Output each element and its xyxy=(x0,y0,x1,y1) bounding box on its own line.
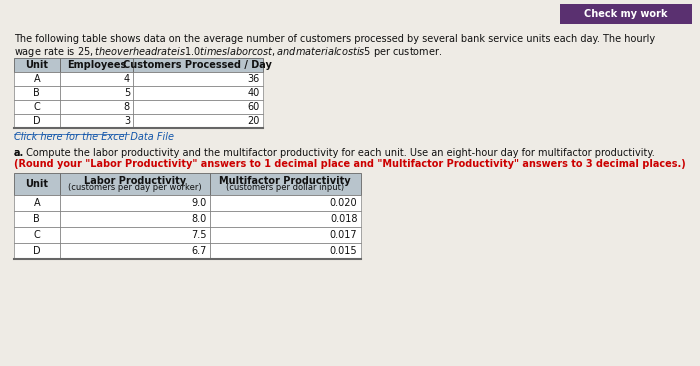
Text: Customers Processed / Day: Customers Processed / Day xyxy=(123,60,272,70)
Text: 3: 3 xyxy=(124,116,130,126)
FancyBboxPatch shape xyxy=(60,211,210,227)
Text: (Round your "Labor Productivity" answers to 1 decimal place and "Multifactor Pro: (Round your "Labor Productivity" answers… xyxy=(14,159,686,169)
Text: Employees: Employees xyxy=(66,60,126,70)
FancyBboxPatch shape xyxy=(133,86,262,100)
FancyBboxPatch shape xyxy=(210,243,360,259)
Text: The following table shows data on the average number of customers processed by s: The following table shows data on the av… xyxy=(14,34,655,44)
Text: 6.7: 6.7 xyxy=(192,246,207,256)
Text: 0.015: 0.015 xyxy=(330,246,358,256)
Text: 8.0: 8.0 xyxy=(192,214,207,224)
FancyBboxPatch shape xyxy=(60,72,133,86)
FancyBboxPatch shape xyxy=(133,114,262,128)
FancyBboxPatch shape xyxy=(133,72,262,86)
Text: B: B xyxy=(34,214,40,224)
FancyBboxPatch shape xyxy=(60,58,133,72)
FancyBboxPatch shape xyxy=(60,100,133,114)
Text: 5: 5 xyxy=(124,88,130,98)
FancyBboxPatch shape xyxy=(14,227,60,243)
Text: a.: a. xyxy=(14,148,24,158)
FancyBboxPatch shape xyxy=(14,114,60,128)
Text: 0.020: 0.020 xyxy=(330,198,358,208)
FancyBboxPatch shape xyxy=(60,243,210,259)
FancyBboxPatch shape xyxy=(133,58,262,72)
Text: Unit: Unit xyxy=(25,60,48,70)
Text: 7.5: 7.5 xyxy=(192,230,207,240)
Text: (customers per day per worker): (customers per day per worker) xyxy=(68,183,202,193)
FancyBboxPatch shape xyxy=(210,195,360,211)
Text: 60: 60 xyxy=(247,102,260,112)
FancyBboxPatch shape xyxy=(210,173,360,195)
FancyBboxPatch shape xyxy=(14,72,60,86)
Text: Unit: Unit xyxy=(25,179,48,189)
FancyBboxPatch shape xyxy=(14,58,60,72)
FancyBboxPatch shape xyxy=(560,4,692,24)
Text: 8: 8 xyxy=(124,102,130,112)
Text: 0.017: 0.017 xyxy=(330,230,358,240)
Text: A: A xyxy=(34,74,40,84)
FancyBboxPatch shape xyxy=(14,243,60,259)
Text: D: D xyxy=(33,116,41,126)
Text: 0.018: 0.018 xyxy=(330,214,358,224)
Text: 20: 20 xyxy=(247,116,260,126)
Text: C: C xyxy=(34,102,40,112)
FancyBboxPatch shape xyxy=(14,100,60,114)
Text: wage rate is $25, the overhead rate is 1.0 times labor cost, and material cost i: wage rate is $25, the overhead rate is 1… xyxy=(14,45,442,59)
FancyBboxPatch shape xyxy=(60,195,210,211)
FancyBboxPatch shape xyxy=(14,86,60,100)
Text: a. Compute the labor productivity and the multifactor productivity for each unit: a. Compute the labor productivity and th… xyxy=(14,148,654,158)
Text: 36: 36 xyxy=(247,74,260,84)
Text: B: B xyxy=(34,88,40,98)
FancyBboxPatch shape xyxy=(133,100,262,114)
FancyBboxPatch shape xyxy=(210,211,360,227)
FancyBboxPatch shape xyxy=(60,114,133,128)
Text: A: A xyxy=(34,198,40,208)
Text: D: D xyxy=(33,246,41,256)
FancyBboxPatch shape xyxy=(14,211,60,227)
FancyBboxPatch shape xyxy=(14,173,60,195)
Text: 40: 40 xyxy=(247,88,260,98)
FancyBboxPatch shape xyxy=(60,173,210,195)
FancyBboxPatch shape xyxy=(60,227,210,243)
Text: Multifactor Productivity: Multifactor Productivity xyxy=(219,176,351,186)
Text: Click here for the Excel Data File: Click here for the Excel Data File xyxy=(14,132,174,142)
Text: (customers per dollar input): (customers per dollar input) xyxy=(226,183,344,193)
Text: 9.0: 9.0 xyxy=(192,198,207,208)
FancyBboxPatch shape xyxy=(14,195,60,211)
Text: Check my work: Check my work xyxy=(584,9,668,19)
Text: Labor Productivity: Labor Productivity xyxy=(84,176,186,186)
Text: 4: 4 xyxy=(124,74,130,84)
FancyBboxPatch shape xyxy=(60,86,133,100)
FancyBboxPatch shape xyxy=(210,227,360,243)
Text: C: C xyxy=(34,230,40,240)
